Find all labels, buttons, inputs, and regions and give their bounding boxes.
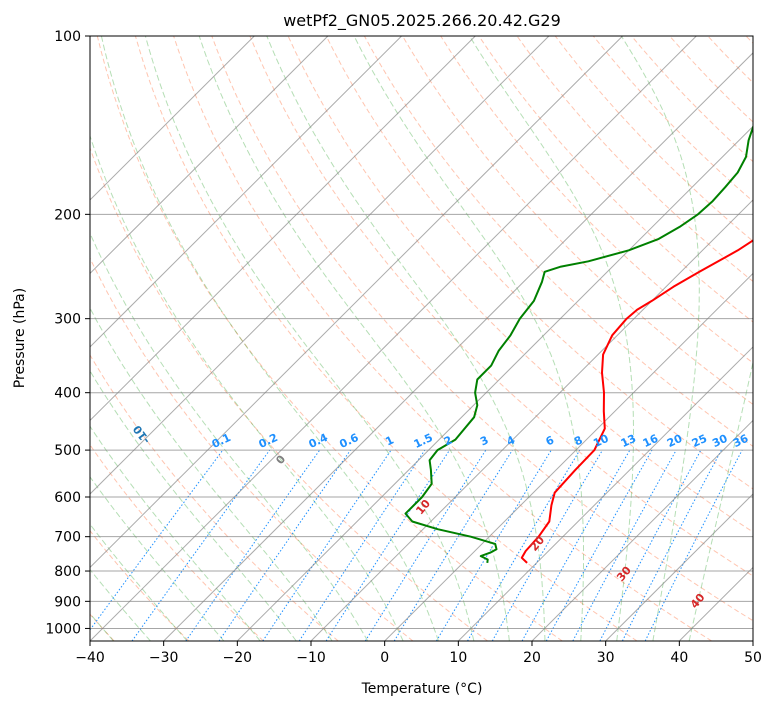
moist-adiabat-line — [90, 231, 369, 641]
moist-adiabat-line — [90, 568, 151, 641]
mixing-ratio-line — [572, 449, 677, 641]
dry-adiabat-line — [90, 146, 488, 641]
dry-adiabat-line — [134, 36, 638, 641]
y-tick-label: 1000 — [45, 621, 81, 637]
isotherm-line — [605, 493, 753, 641]
y-axis-label: Pressure (hPa) — [12, 288, 28, 388]
mixing-ratio-line — [364, 449, 487, 641]
dry-adiabat-line — [90, 354, 339, 641]
moist-adiabat-line — [144, 36, 475, 641]
temperature-line — [520, 239, 753, 564]
x-tick-label: 30 — [597, 650, 615, 666]
y-tick-label: 400 — [54, 386, 81, 402]
x-axis-label: Temperature (°C) — [361, 681, 483, 697]
x-tick-label: 10 — [449, 650, 467, 666]
dry-adiabat-line — [249, 36, 753, 577]
dry-adiabat-line — [173, 36, 712, 641]
x-tick-label: 20 — [523, 650, 541, 666]
x-tick-label: −30 — [149, 650, 179, 666]
moist-adiabat-line — [90, 475, 225, 641]
dry-adiabat-line — [325, 36, 753, 490]
x-tick-label: −10 — [296, 650, 326, 666]
mixing-ratio-line — [131, 449, 271, 641]
x-tick-label: 0 — [380, 650, 389, 666]
dry-adiabat-line — [90, 529, 190, 641]
isotherm-line — [531, 419, 753, 641]
mixing-ratio-line — [298, 449, 426, 641]
mixing-ratio-label: 30 — [710, 432, 730, 450]
moist-adiabat-line — [90, 369, 297, 641]
x-tick-label: 50 — [744, 650, 762, 666]
mixing-ratio-label: 16 — [641, 432, 661, 450]
moist-adiabat-line — [620, 36, 700, 641]
dry-adiabat-line — [287, 36, 753, 533]
dry-adiabat-line — [90, 257, 414, 641]
isotherm-line — [90, 36, 476, 422]
mixing-ratio-line — [325, 449, 451, 641]
x-tick-label: −20 — [223, 650, 253, 666]
y-tick-label: 100 — [54, 29, 81, 45]
moist-adiabat-line — [353, 36, 584, 641]
moist-adiabat-line — [90, 425, 261, 641]
mixing-ratio-label: 36 — [731, 432, 751, 450]
y-tick-label: 900 — [54, 594, 81, 610]
dry-adiabat-line — [402, 36, 753, 405]
mixing-ratio-line — [599, 449, 702, 641]
dry-adiabat-line — [211, 36, 753, 622]
isotherm-line — [90, 36, 329, 275]
y-tick-label: 300 — [54, 312, 81, 328]
moist-adiabat-line — [100, 36, 439, 641]
isotherm-line — [90, 36, 697, 641]
mixing-ratio-label: 13 — [619, 432, 638, 450]
y-tick-label: 700 — [54, 530, 81, 546]
mixing-ratio-label: 10 — [591, 432, 611, 450]
isotherm-line — [90, 36, 255, 201]
y-tick-label: 800 — [54, 564, 81, 580]
dry-adiabat-line — [478, 36, 753, 323]
mixing-ratio-line — [621, 449, 722, 641]
x-tick-label: −40 — [75, 650, 105, 666]
isotherm-line — [90, 36, 550, 495]
mixing-ratio-line — [393, 449, 513, 641]
mixing-ratio-line — [218, 449, 351, 641]
mixing-ratio-line — [644, 449, 743, 641]
y-tick-label: 200 — [54, 207, 81, 223]
moist-adiabat-line — [198, 36, 510, 641]
dry-adiabat-line — [516, 36, 753, 283]
moist-adiabat-line — [266, 36, 546, 641]
isotherm-line — [236, 125, 753, 641]
dry-adiabat-line — [96, 36, 563, 641]
y-axis: 100 200 300 400 500 600 700 800 900 1000 — [45, 29, 90, 637]
mixing-ratio-label: 20 — [665, 432, 685, 450]
x-tick-label: 40 — [670, 650, 688, 666]
moist-adiabat-line — [90, 134, 404, 641]
y-tick-label: 600 — [54, 490, 81, 506]
isotherm-line — [310, 199, 753, 641]
moist-adiabat-line — [90, 523, 188, 641]
dewpoint-line — [404, 124, 753, 564]
chart-title: wetPf2_GN05.2025.266.20.42.G29 — [283, 11, 561, 31]
mixing-ratio-line — [90, 449, 224, 631]
mixing-ratio-line — [185, 449, 321, 641]
dry-adiabat-line — [592, 36, 753, 203]
x-axis: −40 −30 −20 −10 0 10 20 30 40 50 — [75, 641, 762, 666]
mixing-ratio-line — [521, 449, 631, 641]
background-lines — [90, 36, 753, 641]
mixing-ratio-line — [491, 449, 603, 641]
mixing-ratio-label: 25 — [690, 432, 709, 450]
isotherm-line — [457, 346, 753, 641]
plot-frame — [89, 35, 754, 642]
y-tick-label: 500 — [54, 443, 81, 459]
isotherm-line — [163, 52, 753, 641]
isotherm-line — [90, 36, 402, 348]
isotherm-line — [90, 36, 623, 569]
data-lines — [404, 124, 753, 564]
moist-adiabat-line — [469, 36, 634, 641]
